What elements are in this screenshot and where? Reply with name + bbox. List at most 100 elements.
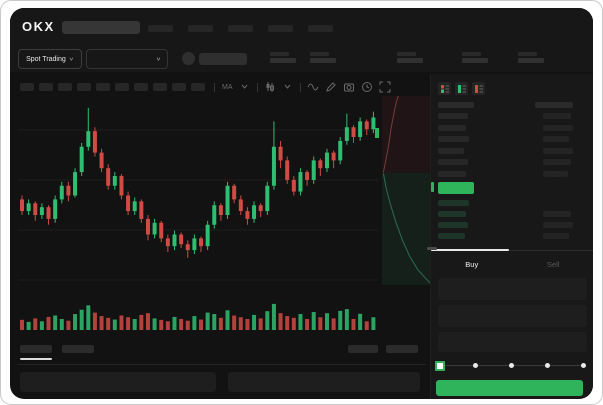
ask-amount-skeleton	[543, 124, 573, 131]
ask-price-skeleton[interactable]	[438, 170, 466, 177]
nav-item-skeleton[interactable]	[308, 25, 333, 32]
timeframe-button[interactable]	[39, 83, 53, 91]
header-bar	[10, 8, 593, 72]
nav-item-skeleton[interactable]	[228, 25, 253, 32]
slider-handle[interactable]	[435, 361, 445, 371]
stat-value-skeleton	[270, 58, 296, 63]
ma-indicator-icon[interactable]: MA	[221, 81, 233, 93]
order-form-field[interactable]	[438, 278, 587, 300]
candle-style-icon[interactable]	[264, 81, 276, 93]
chart-option-pill[interactable]	[386, 345, 418, 353]
orderbook-last-price[interactable]	[438, 182, 474, 194]
ticker-stat	[310, 52, 336, 63]
tab-sell[interactable]: Sell	[546, 260, 560, 269]
timeframe-button[interactable]	[20, 83, 34, 91]
timeframe-button[interactable]	[134, 83, 148, 91]
bid-price-skeleton[interactable]	[438, 222, 468, 228]
depth-bid-area	[382, 172, 430, 285]
timeframe-button[interactable]	[172, 83, 186, 91]
book-both-icon[interactable]	[438, 82, 451, 95]
stat-label-skeleton	[270, 52, 289, 56]
bid-amount-skeleton	[543, 211, 571, 217]
timeframe-buttons	[20, 83, 205, 91]
line-wave-icon[interactable]	[307, 81, 319, 93]
nav-item-skeleton[interactable]	[148, 25, 173, 32]
svg-text:MA: MA	[222, 84, 233, 91]
buy-submit-button[interactable]	[436, 380, 583, 396]
chart-tab[interactable]	[62, 345, 94, 353]
volume-layer	[20, 303, 376, 330]
candles-layer	[20, 107, 376, 258]
chart-tab-active[interactable]	[20, 345, 52, 353]
buy-sell-tabs: Buy Sell	[431, 256, 593, 269]
history-clock-icon[interactable]	[361, 81, 373, 93]
ask-price-skeleton[interactable]	[438, 147, 464, 154]
trade-side-panel: Buy Sell	[430, 74, 593, 399]
pair-selector-dropdown[interactable]: ∨	[86, 49, 168, 69]
chevron-down-icon[interactable]	[239, 81, 251, 93]
nav-item-skeleton[interactable]	[188, 25, 213, 32]
slider-step-dot[interactable]	[581, 363, 586, 368]
book-bids-icon[interactable]	[455, 82, 468, 95]
market-type-selector[interactable]: Spot Trading ∨	[18, 49, 82, 69]
chart-option-pill[interactable]	[348, 345, 378, 353]
slider-step-dot[interactable]	[545, 363, 550, 368]
pair-avatar-icon[interactable]	[182, 52, 195, 65]
slider-step-dot[interactable]	[473, 363, 478, 368]
timeframe-button[interactable]	[115, 83, 129, 91]
bid-price-skeleton[interactable]	[438, 233, 465, 239]
ask-price-skeleton[interactable]	[438, 124, 466, 131]
ticker-stat	[397, 52, 423, 63]
chevron-down-icon[interactable]	[282, 81, 294, 93]
divider	[431, 250, 593, 251]
bid-price-skeleton[interactable]	[438, 200, 469, 206]
ask-amount-skeleton	[543, 147, 573, 154]
camera-snapshot-icon[interactable]	[343, 81, 355, 93]
timeframe-button[interactable]	[96, 83, 110, 91]
stat-value-skeleton	[310, 58, 336, 63]
bid-amount-skeleton	[543, 233, 569, 239]
orderbook-view-toggles	[438, 82, 485, 95]
okx-logo: OKX	[22, 19, 55, 34]
bid-amount-skeleton	[543, 222, 573, 228]
ask-price-skeleton[interactable]	[438, 136, 469, 142]
timeframe-button[interactable]	[191, 83, 205, 91]
ticker-stat	[518, 52, 544, 63]
ticker-stat	[462, 52, 488, 63]
book-asks-icon[interactable]	[472, 82, 485, 95]
ask-amount-skeleton	[543, 159, 571, 165]
nav-item-skeleton[interactable]	[268, 25, 293, 32]
active-tab-underline	[20, 358, 52, 360]
ask-price-skeleton[interactable]	[438, 159, 468, 165]
timeframe-button[interactable]	[153, 83, 167, 91]
ask-amount-skeleton	[543, 170, 568, 177]
fullscreen-icon[interactable]	[379, 81, 391, 93]
order-form-field[interactable]	[438, 305, 587, 327]
chevron-down-icon: ∨	[155, 57, 161, 62]
bid-price-skeleton[interactable]	[438, 211, 466, 217]
ask-price-skeleton[interactable]	[438, 113, 468, 119]
divider	[18, 364, 426, 365]
tab-buy[interactable]: Buy	[465, 260, 479, 269]
chart-tool-icons: MA	[214, 81, 391, 93]
price-chart-canvas[interactable]	[18, 96, 430, 341]
timeframe-button[interactable]	[77, 83, 91, 91]
search-input[interactable]	[62, 21, 140, 34]
depth-ask-area	[382, 96, 430, 173]
stat-value-skeleton	[518, 58, 544, 63]
depth-bid-line	[382, 173, 430, 284]
stat-label-skeleton	[518, 52, 537, 56]
last-price-skeleton	[199, 53, 247, 65]
stat-label-skeleton	[310, 52, 329, 56]
chevron-down-icon: ∨	[68, 56, 74, 62]
market-type-label: Spot Trading	[26, 55, 66, 63]
timeframe-button[interactable]	[58, 83, 72, 91]
stat-label-skeleton	[462, 52, 481, 56]
pencil-draw-icon[interactable]	[325, 81, 337, 93]
buy-tab-indicator	[431, 249, 509, 251]
order-form-field[interactable]	[438, 332, 587, 352]
divider	[257, 82, 258, 92]
slider-step-dot[interactable]	[509, 363, 514, 368]
ask-amount-skeleton	[543, 136, 569, 142]
orders-panel-row	[20, 372, 216, 392]
